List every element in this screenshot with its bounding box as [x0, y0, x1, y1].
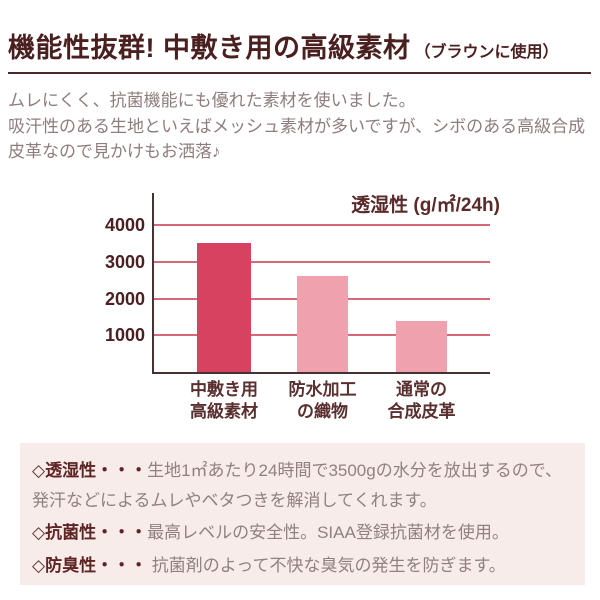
y-tick-label: 1000 [104, 325, 145, 346]
feature-desc: 生地1㎡あたり24時間で3500gの水分を放出するので、発汗などによるムレやベタ… [32, 461, 563, 510]
y-axis-line [152, 193, 154, 374]
feature-item-antibacterial: ◇抗菌性・・・最高レベルの安全性。SIAA登録抗菌材を使用。 [32, 518, 573, 548]
intro-line-1: ムレにくく、抗菌機能にも優れた素材を使いました。 [8, 91, 416, 110]
y-tick-label: 3000 [104, 251, 145, 272]
category-label-0: 中敷き用 高級素材 [190, 380, 258, 421]
diamond-icon: ◇ [32, 461, 46, 480]
intro-line-2: 吸汗性のある生地といえばメッシュ素材が多いですが、シボのある高級合成皮革なので見… [8, 116, 586, 162]
bar-2 [396, 320, 447, 372]
feature-desc: 抗菌剤のよって不快な臭気の発生を防ぎます。 [147, 555, 506, 575]
page-header: 機能性抜群! 中敷き用の高級素材 （ブラウンに使用） [8, 26, 592, 65]
gridline-4000 [152, 224, 490, 226]
bar-1 [297, 276, 348, 372]
y-tick-label: 4000 [104, 215, 145, 235]
page-title: 機能性抜群! 中敷き用の高級素材 [8, 33, 411, 63]
diamond-icon: ◇ [32, 523, 46, 542]
gridline-1000 [152, 334, 490, 337]
feature-desc: 最高レベルの安全性。SIAA登録抗菌材を使用。 [147, 523, 509, 542]
feature-box: ◇透湿性・・・生地1㎡あたり24時間で3500gの水分を放出するので、発汗などに… [20, 443, 585, 585]
category-label-2: 通常の 合成皮革 [387, 380, 456, 421]
chart-title: 透湿性 (g/㎡/24h) [351, 195, 500, 216]
feature-term: 透湿性・・・ [45, 461, 148, 480]
header-divider [8, 72, 591, 74]
gridline-3000 [152, 260, 490, 263]
diamond-icon: ◇ [32, 555, 46, 575]
intro-text: ムレにくく、抗菌機能にも優れた素材を使いました。 吸汗性のある生地といえばメッシ… [8, 88, 596, 165]
y-tick-label: 2000 [104, 288, 145, 309]
gridline-2000 [152, 297, 490, 300]
x-axis-baseline [152, 372, 490, 374]
page-subtitle: （ブラウンに使用） [414, 44, 559, 61]
feature-item-moisture: ◇透湿性・・・生地1㎡あたり24時間で3500gの水分を放出するので、発汗などに… [32, 456, 573, 515]
feature-term: 抗菌性・・・ [45, 523, 148, 542]
category-label-1: 防水加工 の織物 [288, 380, 357, 421]
feature-term: 防臭性・・・ [45, 555, 148, 575]
feature-item-deodorant: ◇防臭性・・・ 抗菌剤のよって不快な臭気の発生を防ぎます。 [32, 551, 573, 581]
bar-0 [197, 243, 251, 372]
